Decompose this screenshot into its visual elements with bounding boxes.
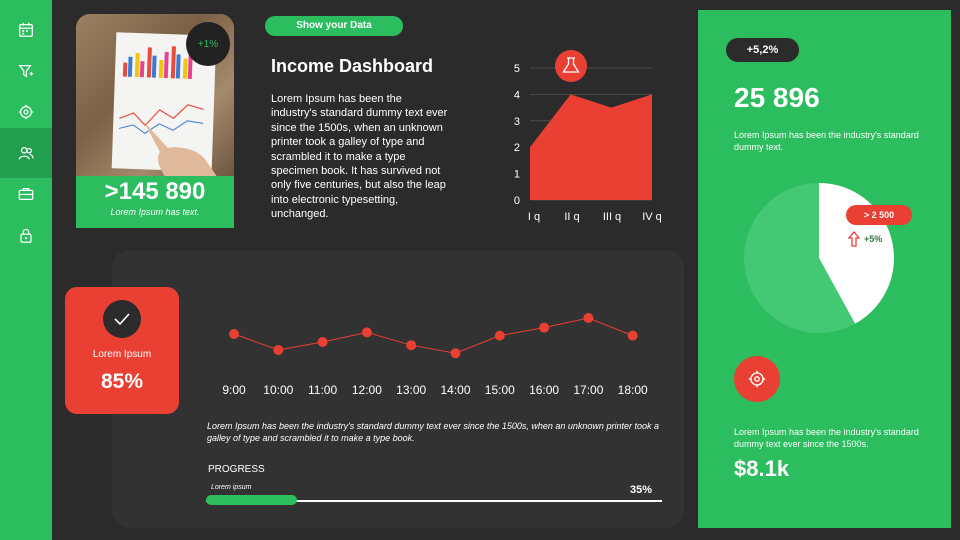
sidebar xyxy=(0,0,52,540)
pie-slice xyxy=(744,183,856,333)
red-stat-label: Lorem Ipsum xyxy=(92,349,152,360)
arrow-up-icon xyxy=(848,231,860,247)
sidebar-item-settings[interactable] xyxy=(0,87,52,137)
bottom-panel xyxy=(112,250,684,528)
progress-fill xyxy=(206,495,298,505)
intro-text: Lorem Ipsum has been the industry's stan… xyxy=(271,93,448,221)
progress-track xyxy=(206,500,662,502)
right-value: $8.1k xyxy=(734,456,790,481)
progress-label: PROGRESS xyxy=(208,464,265,475)
growth-badge-text: +1% xyxy=(197,38,219,50)
pointing-hand-image xyxy=(144,122,218,178)
line-point xyxy=(229,329,239,339)
area-x-label: II q xyxy=(564,211,579,223)
red-stat-value: 85% xyxy=(100,370,144,393)
briefcase-icon xyxy=(18,187,34,201)
line-x-label: 14:00 xyxy=(440,383,470,397)
area-y-tick: 2 xyxy=(514,142,520,154)
line-point xyxy=(406,340,417,351)
progress-percent: 35% xyxy=(630,484,653,496)
line-point xyxy=(361,327,372,338)
photo-stat-value: >145 890 xyxy=(104,178,206,205)
area-y-tick: 5 xyxy=(514,63,520,75)
calendar-icon xyxy=(19,22,33,37)
check-circle xyxy=(103,300,141,338)
line-x-label: 13:00 xyxy=(396,383,426,397)
growth-badge: +1% xyxy=(186,22,230,66)
area-y-tick: 4 xyxy=(514,89,520,101)
line-x-label: 9:00 xyxy=(222,383,246,397)
line-x-label: 11:00 xyxy=(308,383,337,397)
pie-change-text: +5% xyxy=(864,234,883,244)
paper-chart-image xyxy=(111,32,217,172)
right-description-2: Lorem Ipsum has been the industry's stan… xyxy=(734,427,919,449)
line-series xyxy=(233,317,633,354)
line-point xyxy=(317,337,328,347)
pie-change: +5% xyxy=(848,231,882,247)
gear-badge xyxy=(734,356,780,402)
line-x-label: 12:00 xyxy=(352,383,382,397)
line-x-label: 15:00 xyxy=(485,383,515,397)
lock-icon xyxy=(20,228,32,243)
gear-icon xyxy=(748,370,766,388)
progress-sub-label: Lorem ipsum xyxy=(211,484,252,491)
line-chart: 9:00 10:00 11:00 12:00 13:00 14:00 15:00 16:00 1… xyxy=(222,313,648,397)
right-big-value: 25 896 xyxy=(734,82,820,113)
users-icon xyxy=(18,146,34,160)
line-point xyxy=(494,330,505,341)
sidebar-item-calendar[interactable] xyxy=(0,5,52,55)
area-y-tick: 0 xyxy=(514,195,520,207)
line-x-label: 18:00 xyxy=(618,383,648,397)
area-y-tick: 3 xyxy=(514,116,520,128)
area-x-label: I q xyxy=(528,211,540,223)
sidebar-item-filter[interactable] xyxy=(0,46,52,96)
line-x-label: 10:00 xyxy=(263,383,293,397)
line-point xyxy=(273,345,284,355)
area-x-label: III q xyxy=(603,211,621,223)
sidebar-item-briefcase[interactable] xyxy=(0,169,52,219)
right-description-1: Lorem Ipsum has been the industry's stan… xyxy=(734,130,919,152)
photo-stat: >145 890 Lorem Ipsum has text. xyxy=(76,176,234,228)
check-icon xyxy=(114,313,130,326)
line-point xyxy=(450,348,461,359)
pie-badge: > 2 500 xyxy=(846,205,912,225)
line-point xyxy=(583,313,594,323)
area-y-tick: 1 xyxy=(514,169,520,181)
red-stat-card: Lorem Ipsum 85% xyxy=(65,287,179,414)
right-panel: +5,2% 25 896 Lorem Ipsum has been the in… xyxy=(698,10,951,528)
growth-pill: +5,2% xyxy=(726,38,799,62)
photo-stat-caption: Lorem Ipsum has text. xyxy=(110,207,200,217)
sidebar-item-users[interactable] xyxy=(0,128,52,178)
area-x-label: IV q xyxy=(642,211,662,223)
area-chart: 0 1 2 3 4 5 I q II q III q IV q xyxy=(514,50,662,223)
flask-icon xyxy=(562,57,580,73)
line-chart-description: Lorem Ipsum has been the industry's stan… xyxy=(207,421,659,443)
line-point xyxy=(627,330,638,341)
flask-badge xyxy=(555,50,587,82)
line-x-label: 17:00 xyxy=(573,383,603,397)
show-data-button[interactable]: Show your Data xyxy=(265,16,403,36)
filter-icon xyxy=(18,64,34,78)
line-point xyxy=(539,322,550,333)
area-series xyxy=(530,94,652,200)
settings-icon xyxy=(18,104,34,120)
sidebar-item-lock[interactable] xyxy=(0,210,52,260)
line-x-label: 16:00 xyxy=(529,383,559,397)
page-title: Income Dashboard xyxy=(271,56,434,76)
